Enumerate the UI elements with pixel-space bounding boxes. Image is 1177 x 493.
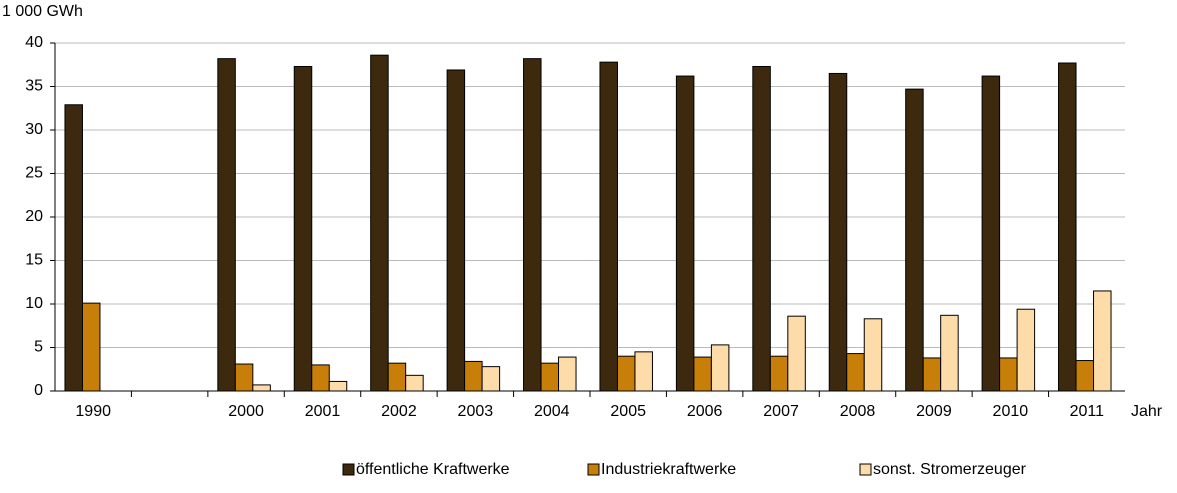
x-tick-label: 2007	[763, 403, 799, 420]
y-tick-label: 15	[25, 252, 43, 269]
bar	[940, 314, 959, 392]
bar	[846, 353, 865, 392]
bar	[599, 61, 618, 392]
bar	[81, 302, 101, 392]
bar	[1016, 308, 1036, 392]
bar	[1058, 62, 1077, 392]
legend-label: sonst. Stromerzeuger	[873, 461, 1027, 478]
x-tick-label: 2000	[228, 403, 264, 420]
bar	[234, 363, 254, 392]
x-tick-label: 2002	[381, 403, 417, 420]
y-tick-label: 25	[25, 165, 43, 182]
bar	[828, 72, 848, 392]
y-tick-label: 35	[25, 78, 43, 95]
bar	[446, 69, 466, 392]
bar	[311, 364, 330, 392]
legend-label: öffentliche Kraftwerke	[356, 461, 510, 478]
x-axis-label: Jahr	[1131, 403, 1163, 420]
bar	[523, 58, 542, 392]
bar	[64, 104, 83, 392]
bar	[558, 356, 577, 392]
x-tick-label: 2004	[534, 403, 570, 420]
bar	[787, 315, 806, 392]
bar	[634, 351, 653, 392]
y-tick-label: 30	[25, 121, 43, 138]
bar	[464, 360, 483, 392]
bar	[693, 356, 712, 392]
bar	[905, 88, 924, 392]
bar	[863, 318, 883, 392]
legend-label: Industriekraftwerke	[601, 461, 736, 478]
bar	[370, 54, 389, 392]
bar	[328, 380, 348, 392]
x-tick-label: 2005	[610, 403, 646, 420]
bar	[752, 65, 771, 392]
bar	[1093, 290, 1112, 392]
x-tick-label: 2001	[305, 403, 341, 420]
x-tick-label: 2010	[993, 403, 1029, 420]
y-unit-label: 1 000 GWh	[2, 3, 83, 20]
x-tick-label: 2003	[458, 403, 494, 420]
bar	[540, 362, 560, 392]
y-tick-label: 20	[25, 208, 43, 225]
x-tick-label: 2009	[916, 403, 952, 420]
x-tick-label: 2008	[840, 403, 876, 420]
bar	[616, 355, 636, 392]
x-tick-label: 2006	[687, 403, 723, 420]
bar	[481, 366, 501, 392]
bar	[769, 355, 789, 392]
legend-swatch	[342, 463, 355, 476]
bar	[293, 65, 313, 392]
bar	[252, 384, 271, 392]
bar	[999, 357, 1018, 392]
bar	[405, 374, 424, 392]
x-tick-label: 2011	[1070, 403, 1105, 420]
bar	[1075, 360, 1095, 392]
x-tick-label: 1990	[75, 403, 111, 420]
bar	[387, 362, 407, 392]
bar	[710, 344, 730, 392]
y-tick-label: 40	[25, 34, 43, 51]
bar	[217, 58, 236, 392]
y-tick-label: 5	[34, 339, 43, 356]
legend-swatch	[587, 463, 600, 476]
y-tick-label: 0	[34, 382, 43, 399]
bar	[922, 357, 942, 392]
legend-swatch	[859, 463, 872, 476]
y-tick-label: 10	[25, 295, 43, 312]
bar	[675, 75, 695, 392]
bar	[981, 75, 1001, 392]
